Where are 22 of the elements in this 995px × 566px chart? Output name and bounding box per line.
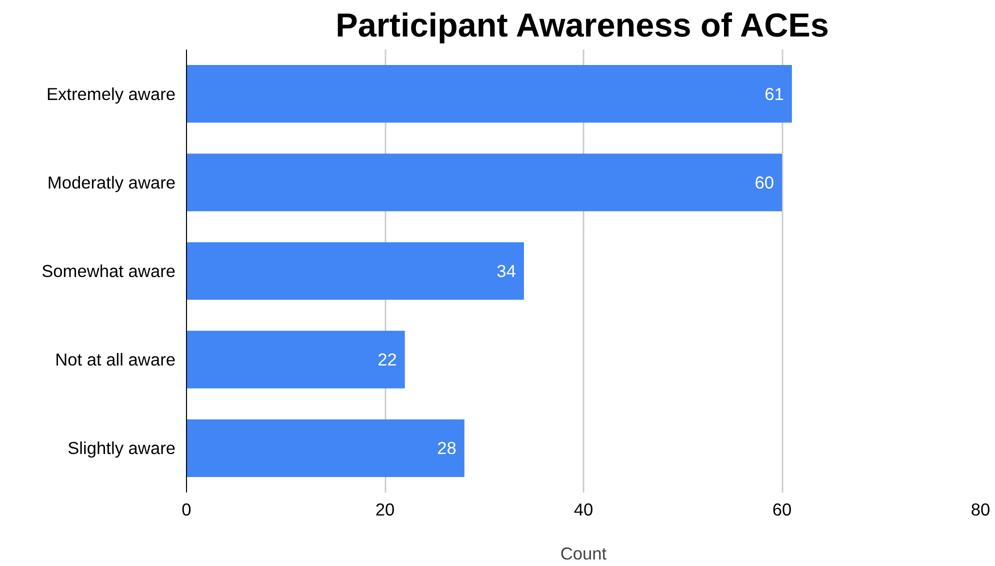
bar	[186, 242, 524, 300]
x-tick-label: 20	[375, 500, 395, 520]
data-label: 34	[496, 261, 516, 281]
x-tick-label: 80	[970, 500, 990, 520]
data-label: 60	[754, 172, 774, 192]
data-label: 22	[378, 350, 397, 370]
y-tick-label: Extremely aware	[46, 84, 176, 104]
bar	[186, 330, 405, 388]
bar	[186, 65, 792, 123]
data-label: 61	[764, 84, 784, 104]
bar	[186, 419, 464, 477]
y-tick-label: Slightly aware	[68, 438, 176, 458]
data-label: 28	[437, 438, 456, 458]
x-axis-title: Count	[560, 544, 607, 564]
y-tick-label: Moderatly aware	[47, 172, 176, 192]
y-tick-label: Somewhat aware	[42, 261, 176, 281]
x-tick-label: 60	[772, 500, 792, 520]
chart-title: Participant Awareness of ACEs	[336, 8, 829, 44]
x-tick-label: 40	[574, 500, 594, 520]
bar	[186, 154, 782, 212]
x-tick-label: 0	[182, 500, 192, 520]
y-tick-label: Not at all aware	[55, 350, 176, 370]
